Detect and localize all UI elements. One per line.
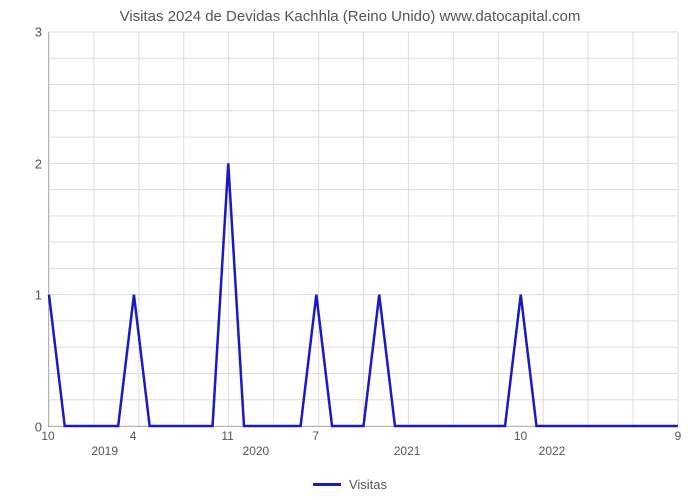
y-tick-label: 3 <box>35 25 42 40</box>
x-year-label: 2020 <box>243 444 270 458</box>
legend-item-visitas: Visitas <box>313 477 387 492</box>
x-year-label: 2021 <box>394 444 421 458</box>
plot-area <box>48 32 678 427</box>
data-line <box>49 32 678 426</box>
legend: Visitas <box>0 473 700 492</box>
x-value-label: 10 <box>514 429 527 443</box>
legend-label: Visitas <box>349 477 387 492</box>
x-year-label: 2022 <box>539 444 566 458</box>
chart-title: Visitas 2024 de Devidas Kachhla (Reino U… <box>0 8 700 25</box>
y-tick-label: 1 <box>35 288 42 303</box>
y-tick-label: 2 <box>35 156 42 171</box>
chart-container: Visitas 2024 de Devidas Kachhla (Reino U… <box>0 0 700 500</box>
legend-swatch <box>313 483 341 486</box>
x-value-label: 9 <box>675 429 682 443</box>
x-value-label: 11 <box>221 429 233 443</box>
x-value-label: 10 <box>41 429 54 443</box>
x-year-label: 2019 <box>91 444 118 458</box>
x-value-label: 4 <box>130 429 137 443</box>
x-value-label: 7 <box>312 429 319 443</box>
